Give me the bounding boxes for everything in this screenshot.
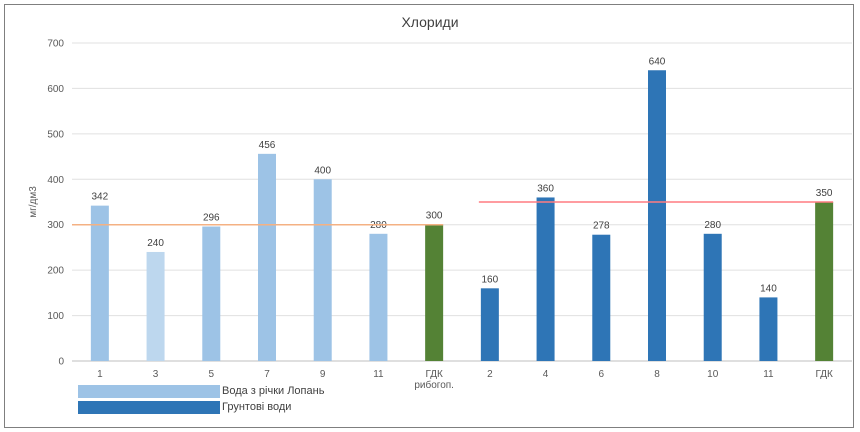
x-tick-label: 9 <box>320 369 326 380</box>
bar <box>425 224 444 361</box>
x-tick-label: 1 <box>97 369 103 380</box>
bar <box>258 153 276 361</box>
x-tick-label: 10 <box>707 369 719 380</box>
data-label: 140 <box>760 283 777 294</box>
y-tick-label: 200 <box>47 266 64 277</box>
bar <box>815 202 834 361</box>
data-label: 350 <box>816 188 833 199</box>
data-label: 400 <box>314 165 331 176</box>
bar <box>369 233 388 361</box>
bar <box>648 70 666 361</box>
data-label: 296 <box>203 213 220 224</box>
data-label: 360 <box>537 183 554 194</box>
data-label: 456 <box>259 140 276 151</box>
y-tick-label: 300 <box>47 220 64 231</box>
data-label: 300 <box>426 211 443 222</box>
bar <box>146 251 165 361</box>
x-tick-label: 7 <box>264 369 270 380</box>
x-tick-label: 4 <box>543 369 549 380</box>
bar <box>703 233 722 361</box>
data-label: 342 <box>92 192 109 203</box>
y-tick-label: 100 <box>47 311 64 322</box>
y-axis-label: мг/дм3 <box>28 186 39 218</box>
x-tick-label: 8 <box>654 369 660 380</box>
bar <box>759 297 778 361</box>
data-label: 280 <box>704 220 721 231</box>
legend-item-river: Вода з річки Лопань <box>78 384 324 398</box>
y-tick-label: 600 <box>47 84 64 95</box>
bar <box>202 226 221 361</box>
x-tick-label: рибогоп. <box>414 379 454 391</box>
x-tick-label: 3 <box>153 369 159 380</box>
x-tick-label: 6 <box>599 369 605 380</box>
y-tick-label: 0 <box>58 357 64 368</box>
legend-swatch-ground <box>78 400 220 414</box>
x-tick-label: 5 <box>209 369 215 380</box>
legend-swatch-river <box>78 384 220 398</box>
chart-title: Хлориди <box>401 14 459 30</box>
bar <box>480 288 499 361</box>
bar <box>90 205 109 361</box>
legend-label-river: Вода з річки Лопань <box>222 385 325 397</box>
y-tick-label: 400 <box>47 175 64 186</box>
y-tick-label: 700 <box>47 39 64 50</box>
x-tick-label: 11 <box>373 369 384 380</box>
x-tick-label: ГДК <box>815 369 833 380</box>
data-label: 240 <box>147 238 164 249</box>
legend-label-ground: Грунтові води <box>222 401 292 413</box>
x-tick-label: ГДК <box>425 369 443 380</box>
bar <box>536 197 555 361</box>
legend-item-ground: Грунтові води <box>78 400 291 414</box>
bar <box>313 179 332 361</box>
data-label: 640 <box>649 56 666 67</box>
bar <box>592 234 611 361</box>
x-tick-label: 11 <box>763 369 774 380</box>
data-label: 160 <box>482 274 499 285</box>
y-tick-label: 500 <box>47 129 64 140</box>
x-tick-label: 2 <box>487 369 493 380</box>
data-label: 278 <box>593 221 610 232</box>
